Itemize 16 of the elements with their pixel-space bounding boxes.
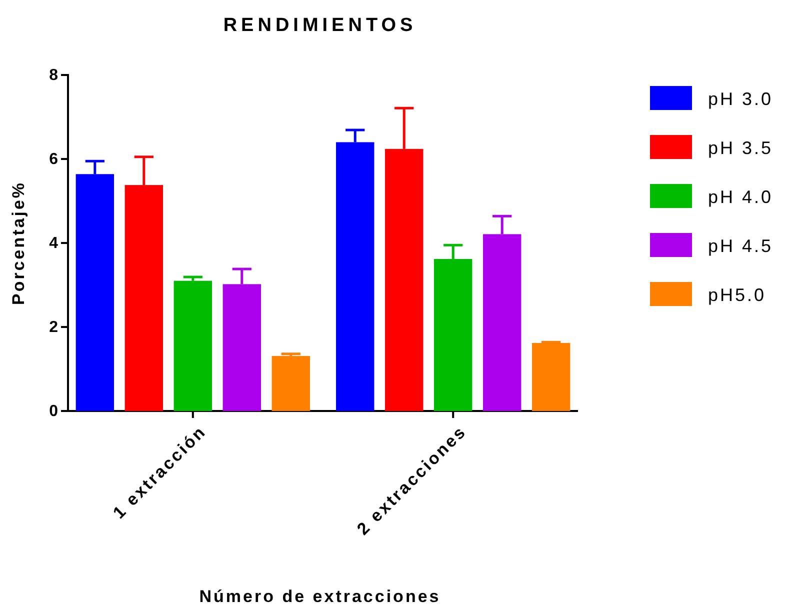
y-tick-label: 0	[49, 403, 58, 420]
bar	[272, 356, 310, 411]
legend-label: pH5.0	[708, 285, 766, 305]
y-tick-label: 8	[49, 67, 58, 84]
bar	[532, 342, 570, 411]
x-axis-title: Número de extracciones	[199, 587, 441, 606]
legend-label: pH 3.5	[708, 138, 774, 158]
y-axis-title: Porcentaje%	[9, 180, 28, 306]
legend-label: pH 4.0	[708, 187, 774, 207]
legend-label: pH 4.5	[708, 236, 774, 256]
bar	[174, 280, 212, 411]
chart-title: RENDIMIENTOS	[223, 15, 417, 36]
legend-label: pH 3.0	[708, 89, 774, 109]
y-tick-label: 6	[49, 151, 58, 168]
y-tick-label: 4	[49, 235, 58, 252]
y-tick-label: 2	[49, 319, 58, 336]
